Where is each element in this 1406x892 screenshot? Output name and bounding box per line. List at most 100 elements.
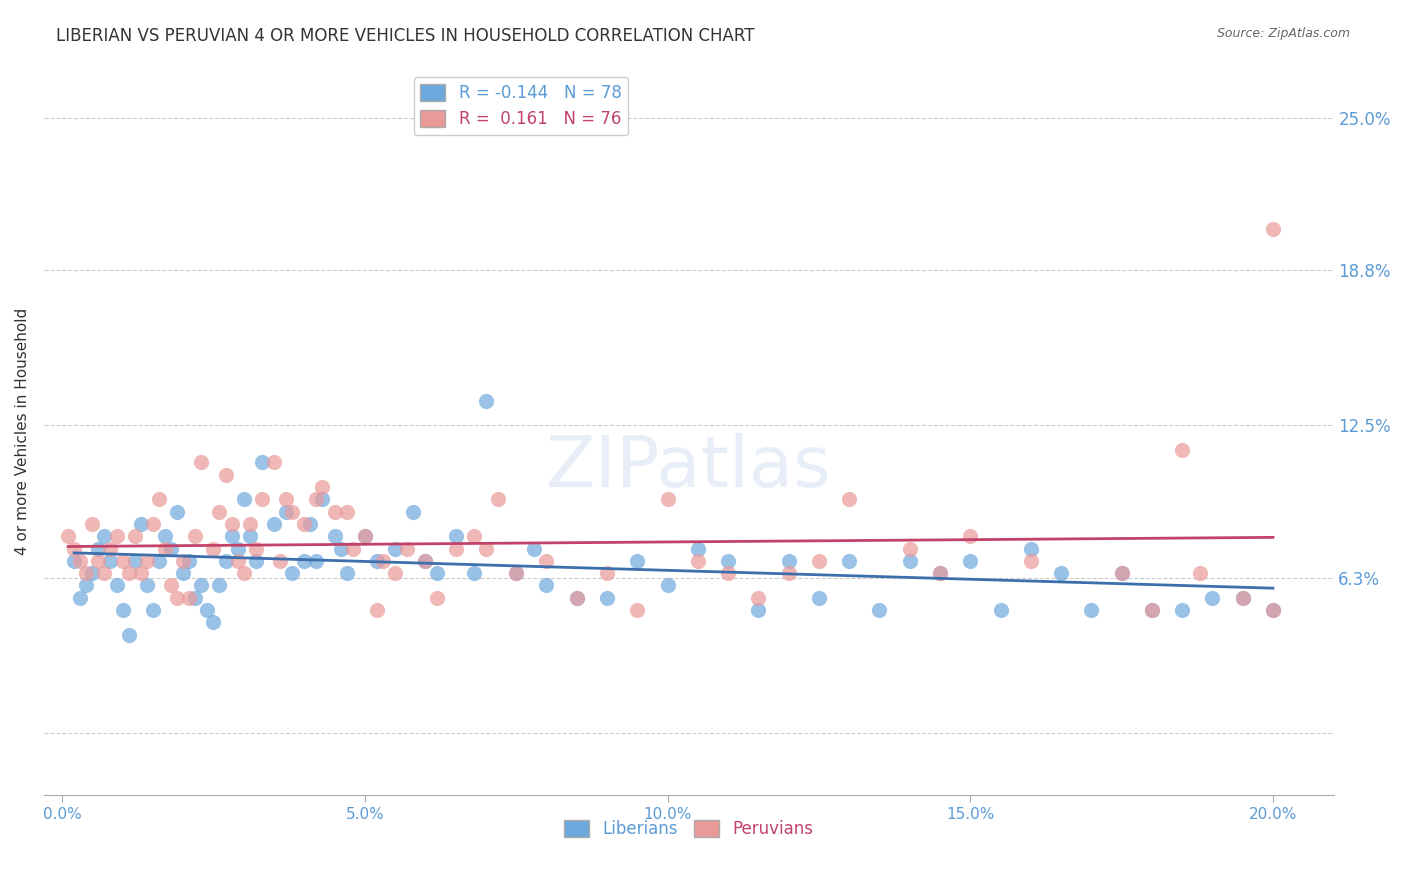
Point	[463, 566, 485, 581]
Point	[69, 554, 91, 568]
Point	[135, 554, 157, 568]
Point	[929, 566, 952, 581]
Point	[415, 554, 437, 568]
Point	[323, 505, 346, 519]
Point	[142, 603, 165, 617]
Point	[226, 554, 249, 568]
Point	[124, 529, 146, 543]
Point	[929, 566, 952, 581]
Point	[778, 554, 800, 568]
Point	[56, 529, 79, 543]
Point	[415, 554, 437, 568]
Point	[366, 554, 388, 568]
Point	[305, 492, 328, 507]
Point	[82, 566, 104, 581]
Point	[523, 541, 546, 556]
Text: Source: ZipAtlas.com: Source: ZipAtlas.com	[1216, 27, 1350, 40]
Point	[111, 554, 134, 568]
Point	[87, 541, 110, 556]
Point	[807, 591, 830, 605]
Point	[596, 566, 619, 581]
Point	[105, 578, 128, 592]
Point	[75, 566, 97, 581]
Point	[263, 455, 285, 469]
Point	[221, 529, 243, 543]
Point	[1111, 566, 1133, 581]
Point	[281, 566, 304, 581]
Point	[208, 578, 231, 592]
Point	[214, 467, 236, 482]
Point	[426, 566, 449, 581]
Point	[179, 554, 201, 568]
Point	[1019, 554, 1042, 568]
Point	[807, 554, 830, 568]
Point	[153, 541, 176, 556]
Point	[686, 554, 709, 568]
Point	[444, 529, 467, 543]
Point	[232, 492, 254, 507]
Point	[311, 492, 333, 507]
Point	[1261, 221, 1284, 235]
Point	[245, 554, 267, 568]
Point	[475, 541, 498, 556]
Point	[565, 591, 588, 605]
Point	[202, 541, 225, 556]
Point	[1171, 603, 1194, 617]
Point	[190, 578, 212, 592]
Point	[274, 505, 297, 519]
Point	[1189, 566, 1212, 581]
Point	[239, 529, 262, 543]
Legend: Liberians, Peruvians: Liberians, Peruvians	[557, 813, 820, 845]
Point	[747, 603, 769, 617]
Point	[129, 566, 152, 581]
Point	[898, 541, 921, 556]
Point	[148, 554, 170, 568]
Point	[959, 554, 981, 568]
Point	[63, 541, 86, 556]
Point	[269, 554, 291, 568]
Point	[166, 505, 188, 519]
Point	[959, 529, 981, 543]
Point	[202, 615, 225, 630]
Point	[172, 566, 194, 581]
Point	[124, 554, 146, 568]
Point	[221, 516, 243, 531]
Point	[153, 529, 176, 543]
Point	[657, 492, 679, 507]
Point	[195, 603, 218, 617]
Point	[463, 529, 485, 543]
Point	[274, 492, 297, 507]
Point	[868, 603, 890, 617]
Point	[626, 603, 648, 617]
Point	[1261, 603, 1284, 617]
Point	[190, 455, 212, 469]
Point	[596, 591, 619, 605]
Point	[505, 566, 527, 581]
Point	[778, 566, 800, 581]
Point	[1140, 603, 1163, 617]
Point	[426, 591, 449, 605]
Point	[263, 516, 285, 531]
Point	[93, 529, 115, 543]
Point	[838, 492, 860, 507]
Point	[475, 393, 498, 408]
Point	[292, 554, 315, 568]
Point	[148, 492, 170, 507]
Point	[160, 578, 183, 592]
Point	[747, 591, 769, 605]
Point	[82, 516, 104, 531]
Point	[311, 480, 333, 494]
Point	[93, 566, 115, 581]
Point	[1232, 591, 1254, 605]
Point	[366, 603, 388, 617]
Point	[208, 505, 231, 519]
Point	[486, 492, 509, 507]
Point	[717, 566, 740, 581]
Point	[336, 505, 359, 519]
Point	[87, 554, 110, 568]
Y-axis label: 4 or more Vehicles in Household: 4 or more Vehicles in Household	[15, 308, 30, 555]
Point	[353, 529, 375, 543]
Point	[142, 516, 165, 531]
Point	[69, 591, 91, 605]
Point	[184, 591, 207, 605]
